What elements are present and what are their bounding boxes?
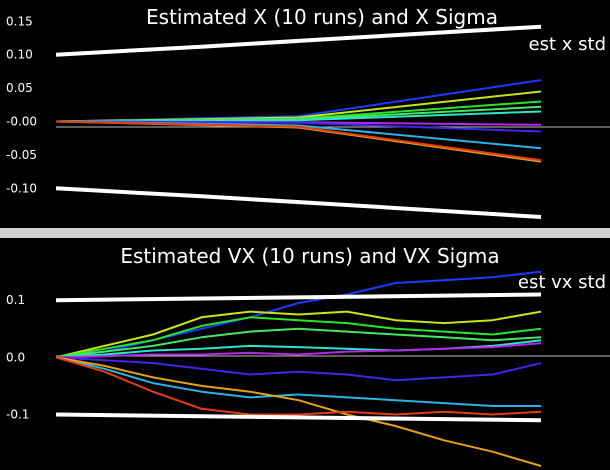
- sigma-upper-line: [55, 292, 542, 303]
- series-group: [55, 24, 542, 219]
- chart-title: Estimated X (10 runs) and X Sigma: [146, 5, 498, 29]
- series-group: [55, 270, 542, 467]
- series-line-6: [55, 342, 542, 359]
- legend-label: est x std: [529, 34, 606, 55]
- y-tick-label: 0.10: [6, 48, 33, 62]
- series-line-3: [55, 316, 542, 359]
- series-line-1: [55, 79, 542, 123]
- y-tick-label: 0.05: [6, 81, 33, 95]
- vx-estimate-chart: 0.1 0.0 -0.1 Estimated VX (10 runs) and VX…: [0, 238, 610, 470]
- chart-title: Estimated VX (10 runs) and VX Sigma: [120, 244, 499, 268]
- series-line-10: [55, 356, 542, 416]
- y-tick-label: -0.1: [6, 408, 29, 422]
- sigma-lower-line: [55, 186, 542, 219]
- sigma-lower-line: [55, 412, 542, 423]
- vx-estimate-plot: 0.1 0.0 -0.1 Estimated VX (10 runs) and VX…: [6, 244, 610, 467]
- y-tick-label: 0.1: [6, 293, 25, 307]
- series-line-9: [55, 356, 542, 467]
- legend-label: est vx std: [518, 272, 606, 293]
- y-tick-label: 0.0: [6, 350, 25, 364]
- panel-divider: [0, 228, 610, 238]
- series-line-10: [55, 120, 542, 162]
- x-estimate-chart: 0.15 0.10 0.05 -0.00 -0.05 -0.10 Estimated X …: [0, 0, 610, 228]
- y-tick-labels: 0.15 0.10 0.05 -0.00 -0.05 -0.10: [6, 14, 37, 195]
- series-line-2: [55, 310, 542, 359]
- y-tick-labels: 0.1 0.0 -0.1: [6, 293, 29, 421]
- series-line-8: [55, 120, 542, 150]
- series-line-4: [55, 327, 542, 359]
- y-tick-label: -0.05: [6, 148, 37, 162]
- y-tick-label: -0.10: [6, 181, 37, 195]
- series-line-7: [55, 356, 542, 382]
- series-line-8: [55, 356, 541, 407]
- x-estimate-plot: 0.15 0.10 0.05 -0.00 -0.05 -0.10 Estimated X …: [6, 5, 610, 219]
- y-tick-label: 0.15: [6, 14, 33, 28]
- y-tick-label: -0.00: [6, 115, 37, 129]
- sigma-upper-line: [55, 24, 542, 57]
